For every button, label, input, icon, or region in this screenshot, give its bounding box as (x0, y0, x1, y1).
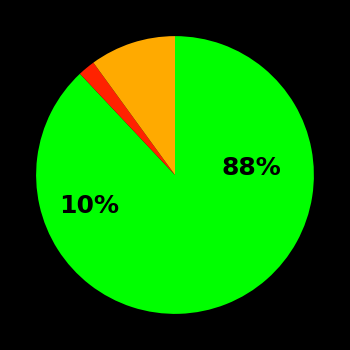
Text: 88%: 88% (222, 156, 281, 180)
Text: 10%: 10% (59, 194, 119, 218)
Wedge shape (93, 36, 175, 175)
Wedge shape (80, 63, 175, 175)
Wedge shape (36, 36, 314, 314)
